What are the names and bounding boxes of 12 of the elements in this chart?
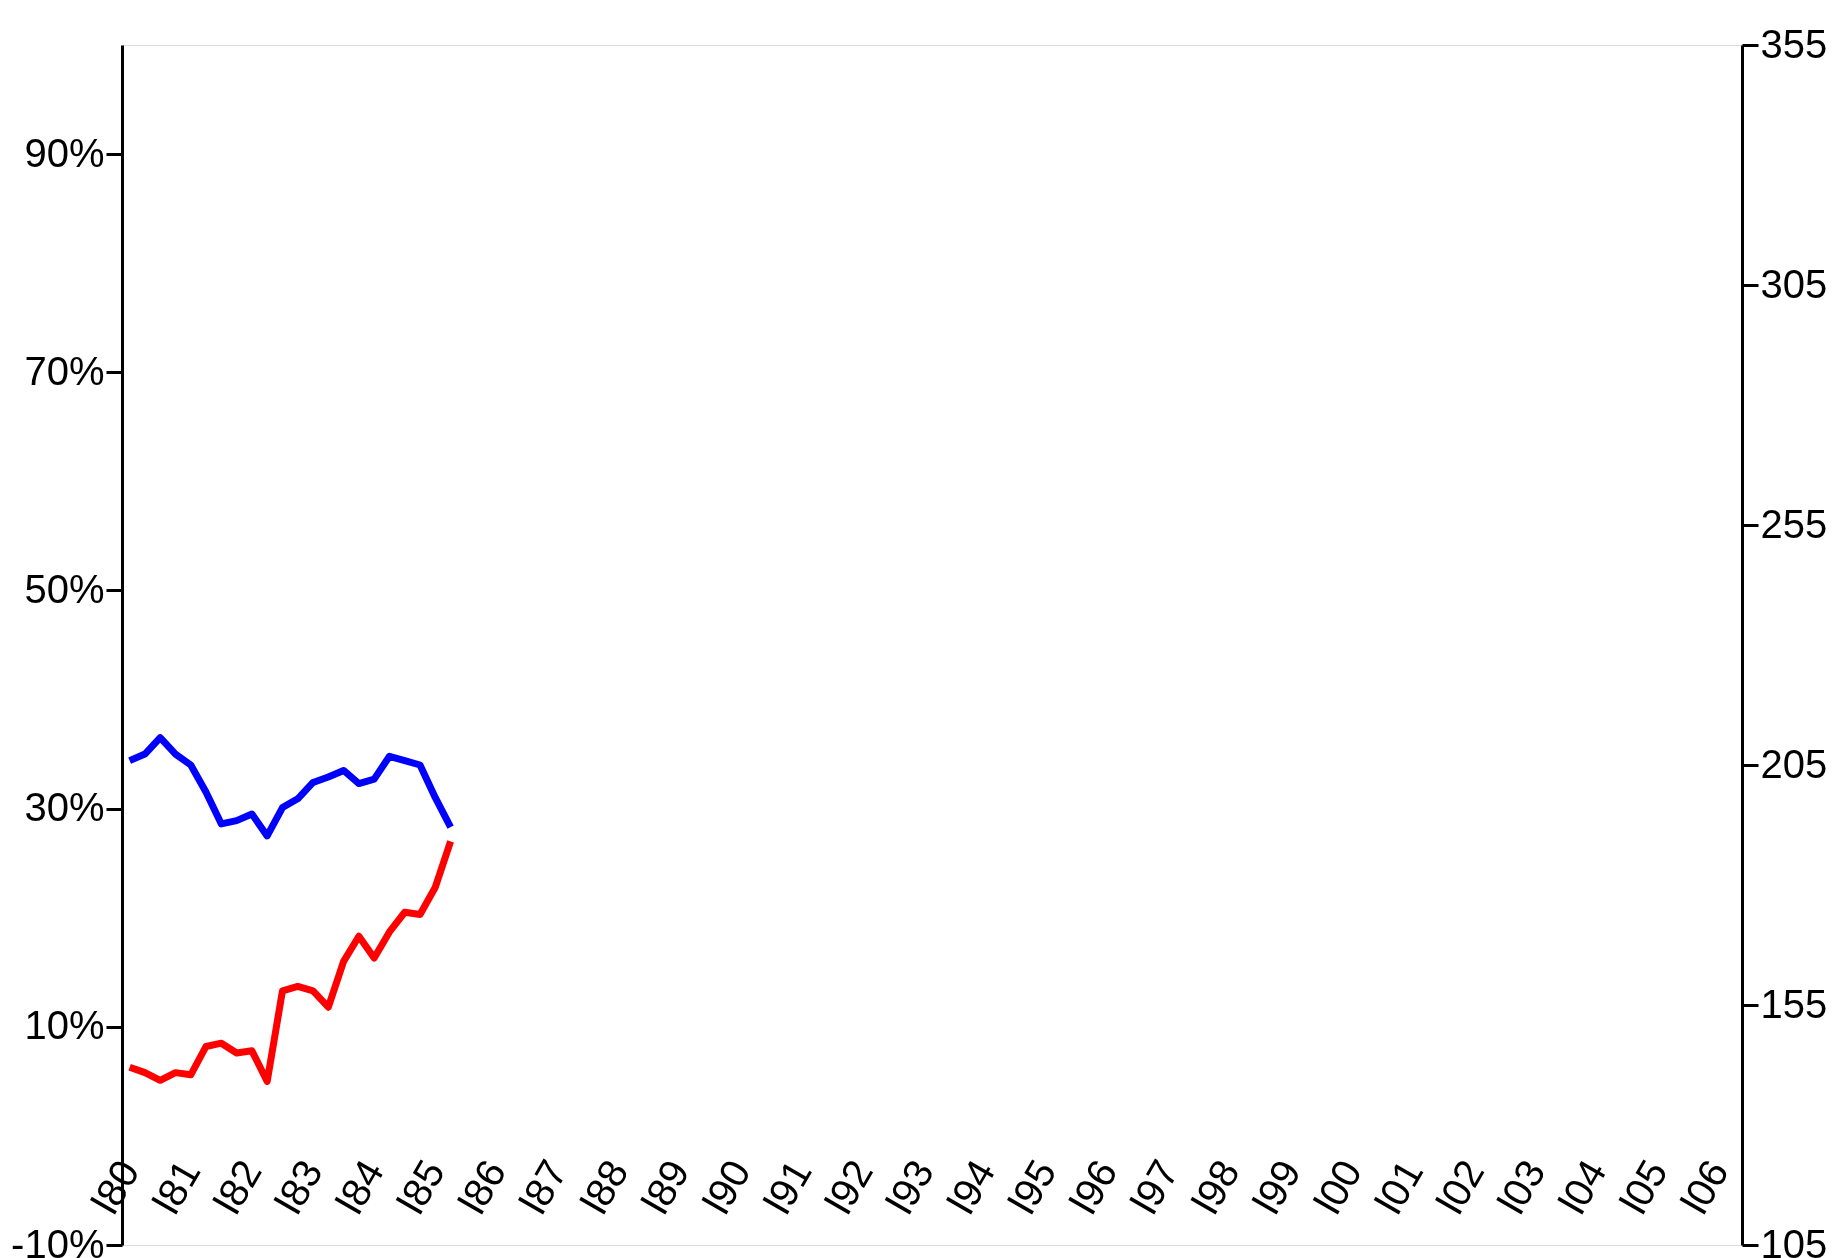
y2-tick-label: 105 <box>1760 1221 1828 1258</box>
y2-tick-label: 255 <box>1760 501 1828 546</box>
y2-tick-label: 205 <box>1760 741 1828 786</box>
y2-tick-label: 155 <box>1760 981 1828 1026</box>
y2-tick-label: 355 <box>1760 21 1828 66</box>
y-tick-label: 50% <box>24 566 105 611</box>
y-tick-label: -10% <box>11 1221 105 1258</box>
y-tick-label: 90% <box>24 130 105 175</box>
y-tick-label: 10% <box>24 1003 105 1048</box>
y-tick-label: 70% <box>24 348 105 393</box>
y2-tick-label: 305 <box>1760 261 1828 306</box>
y-tick-label: 30% <box>24 785 105 830</box>
